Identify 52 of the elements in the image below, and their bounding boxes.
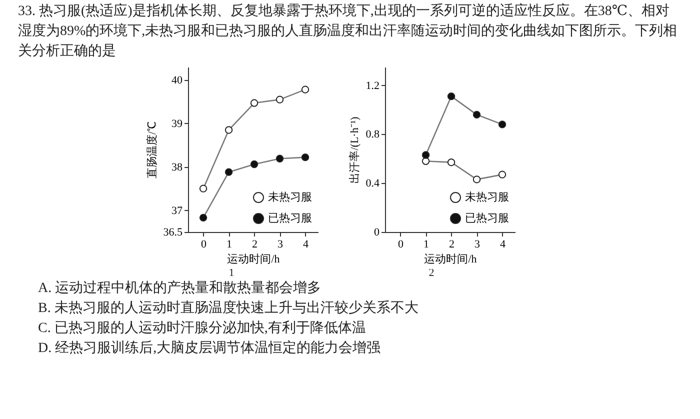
text: B. 未热习服的人运动时直肠温度快速上升与出汗较少关系不大 (38, 299, 420, 318)
x-axis-title: 运动时间/h (227, 252, 280, 266)
point (199, 214, 208, 222)
y-tick-label: 0.4 (366, 178, 380, 190)
point (447, 158, 456, 166)
point (224, 126, 233, 134)
point (472, 176, 481, 184)
x-tick-label: 4 (500, 238, 506, 250)
point (301, 86, 310, 94)
text: A. 运动过程中机体的产热量和散热量都会增多 (38, 279, 322, 298)
x-tick-label: 0 (398, 238, 404, 250)
y-tick-label: 40 (172, 74, 183, 87)
point (472, 110, 481, 119)
text: 1 (228, 267, 234, 279)
x-tick-label: 4 (303, 238, 310, 250)
y-tick-label: 1.2 (366, 80, 380, 92)
x-tick-label: 0 (201, 238, 208, 250)
y-tick-label: 36.5 (163, 226, 183, 238)
legend-label: 已热习服 (465, 212, 509, 224)
point (224, 168, 233, 176)
x-tick-label: 2 (252, 238, 258, 250)
y-tick-label: 37 (172, 204, 183, 217)
point (276, 96, 284, 104)
y-axis-title: 出汗率/(L·h⁻¹) (348, 116, 361, 184)
point (447, 92, 456, 100)
y-tick-label: 0.8 (366, 128, 380, 141)
x-tick-label: 2 (449, 238, 455, 250)
point (199, 184, 208, 192)
point (498, 120, 506, 128)
x-tick-label: 1 (424, 238, 430, 250)
point (250, 99, 258, 107)
text: 33. 热习服(热适应)是指机体长期、反复地暴露于热环境下,出现的一系列可逆的适应性反应。在38℃、相对湿度为89%的环境下,未热习服和已热习服的人直肠温度和出汗率随运动时间的变化曲线如下图所示。下列相关分析正确的是 (17, 2, 678, 61)
legend-label: 未热习服 (465, 190, 509, 204)
point (498, 170, 506, 178)
text: D. 经热习服训练后,大脑皮层调节体温恒定的能力会增强 (38, 339, 382, 358)
text: C. 已热习服的人运动时汗腺分泌加快,有利于降低体温 (38, 320, 367, 338)
y-axis-title: 直肠温度/℃ (145, 121, 158, 179)
point (422, 157, 430, 165)
y-tick-label: 38 (172, 161, 183, 174)
x-tick-label: 3 (474, 238, 481, 250)
text: 2 (428, 267, 434, 279)
point (301, 153, 310, 162)
legend-label: 已热习服 (268, 212, 312, 224)
point (422, 151, 430, 159)
y-tick-label: 39 (172, 118, 183, 130)
legend-label: 未热习服 (268, 190, 312, 204)
x-tick-label: 3 (278, 238, 284, 250)
x-axis-title: 运动时间/h (424, 252, 478, 266)
point (276, 154, 284, 162)
y-tick-label: 0 (374, 226, 380, 238)
point (250, 160, 258, 168)
x-tick-label: 1 (226, 238, 232, 250)
